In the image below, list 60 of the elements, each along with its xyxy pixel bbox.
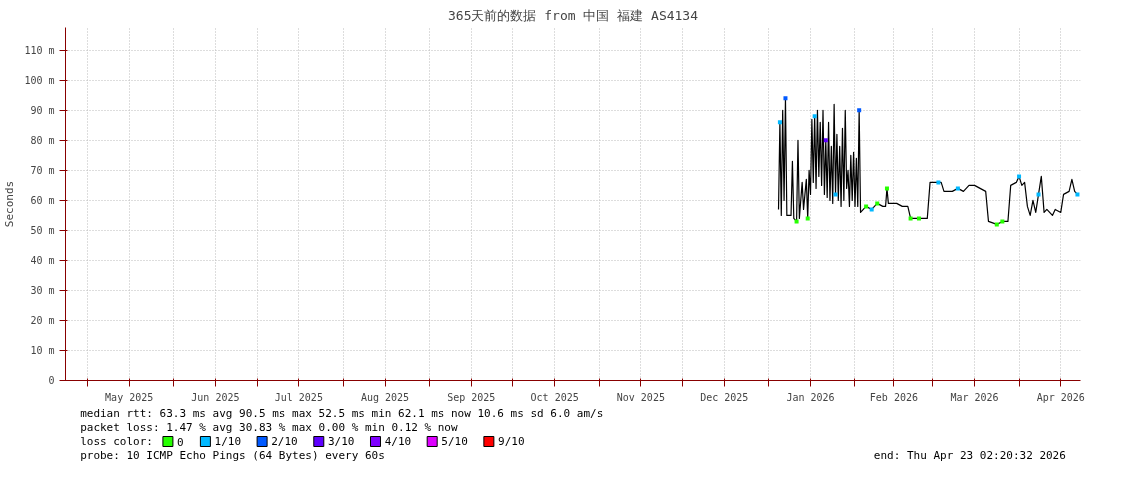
point (869, 207, 874, 212)
text: end: Thu Apr 23 02:20:32 2026 (873, 449, 1066, 462)
point (805, 216, 810, 221)
y-tick-label: 80 m (30, 134, 55, 146)
x-tick-label: Feb 2026 (869, 391, 918, 403)
point (1075, 192, 1080, 197)
y-tick-label: 50 m (30, 224, 55, 236)
point (908, 216, 913, 221)
y-tick-label: 0 (48, 375, 55, 386)
legend-title: loss color: (80, 435, 153, 448)
x-tick-label: Sep 2025 (447, 391, 496, 403)
y-tick-label: 110 m (24, 44, 55, 56)
y-tick-label: 100 m (24, 74, 55, 86)
point (783, 96, 788, 101)
y-axis-title: Seconds (3, 180, 17, 228)
x-tick-label: May 2025 (105, 391, 154, 403)
y-tick-label: 10 m (30, 344, 55, 356)
x-tick-label: Oct 2025 (530, 391, 579, 403)
legend-label: 5/10 (441, 435, 468, 448)
point (1036, 192, 1041, 197)
legend-label: 0 (177, 435, 184, 449)
legend-label: 4/10 (384, 435, 412, 448)
point (864, 204, 869, 209)
text: median rtt: 63.3 ms avg 90.5 ms max 52.5 ms min 62.1 ms now 10.6 ms sd 6.0 am/s (80, 407, 604, 420)
text: packet loss: 1.47 % avg 30.83 % max 0.00 % min 0.12 % now (80, 421, 458, 434)
legend-label: 2/10 (271, 435, 298, 448)
point (794, 219, 799, 224)
y-tick-label: 40 m (30, 254, 55, 266)
point (777, 120, 782, 125)
line-series (777, 97, 1079, 226)
x-tick-label: Apr 2026 (1036, 391, 1085, 403)
chart-title: 365天前的数据 from 中国 福建 AS4134 (447, 7, 699, 23)
point (833, 192, 838, 197)
point (875, 201, 880, 206)
text: probe: 10 ICMP Echo Pings (64 Bytes) every 60s (80, 449, 385, 462)
point (916, 216, 921, 221)
legend-label: 9/10 (498, 435, 525, 448)
x-tick-label: Jan 2026 (786, 391, 835, 403)
point (1000, 219, 1005, 224)
y-tick-label: 20 m (30, 314, 55, 326)
y-tick-label: 70 m (30, 164, 55, 176)
x-tick-label: Jul 2025 (274, 391, 323, 403)
point (955, 186, 960, 191)
x-tick-label: Nov 2025 (616, 391, 665, 403)
x-tick-label: Aug 2025 (360, 391, 410, 403)
point (812, 114, 817, 119)
x-tick-label: Dec 2025 (700, 391, 749, 403)
x-tick-label: Jun 2025 (191, 391, 240, 403)
legend-label: 3/10 (327, 435, 355, 448)
y-tick-label: 60 m (30, 194, 55, 206)
legend-label: 1/10 (214, 435, 242, 448)
point (1017, 174, 1022, 179)
y-tick-label: 90 m (30, 104, 55, 116)
point (857, 108, 862, 113)
point (994, 222, 999, 227)
point (823, 138, 828, 143)
x-tick-label: Mar 2026 (950, 391, 999, 403)
point (936, 180, 941, 185)
y-tick-label: 30 m (30, 284, 55, 296)
point (884, 186, 889, 191)
